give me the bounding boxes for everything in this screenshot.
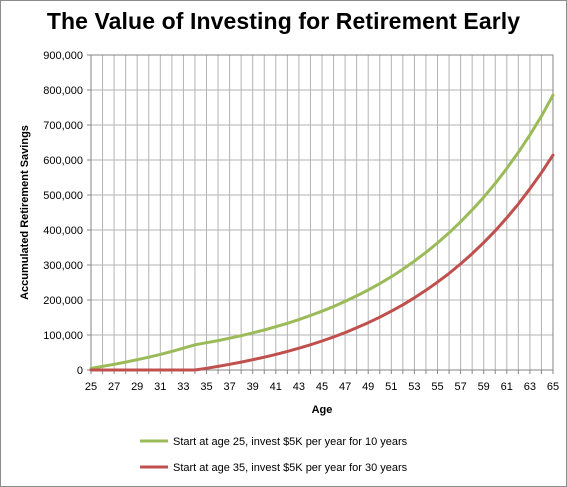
- y-tick-label: 900,000: [43, 50, 83, 62]
- x-tick-label: 29: [131, 381, 143, 393]
- x-tick-label: 37: [223, 381, 235, 393]
- series-line-2: [89, 153, 555, 372]
- legend-label-2: Start at age 35, invest $5K per year for…: [173, 462, 408, 474]
- y-tick-label: 800,000: [43, 85, 83, 97]
- x-tick-label: 51: [385, 381, 397, 393]
- x-tick-label: 27: [108, 381, 120, 393]
- x-axis-label: Age: [312, 404, 333, 416]
- y-tick-label: 700,000: [43, 120, 83, 132]
- y-tick-label: 600,000: [43, 155, 83, 167]
- x-tick-label: 25: [85, 381, 97, 393]
- x-tick-label: 59: [478, 381, 490, 393]
- series-line-1: [89, 93, 555, 370]
- x-tick-label: 57: [454, 381, 466, 393]
- x-tick-label: 45: [316, 381, 328, 393]
- y-tick-label: 400,000: [43, 225, 83, 237]
- y-axis-ticks: 0 100,000 200,000 300,000 400,000 500,000 600,…: [43, 50, 91, 377]
- chart-title: The Value of Investing for Retirement Ea…: [46, 8, 521, 34]
- series-lines: [89, 93, 555, 372]
- x-tick-label: 43: [293, 381, 305, 393]
- x-tick-label: 49: [362, 381, 374, 393]
- y-tick-label: 200,000: [43, 295, 83, 307]
- y-axis-label: Accumulated Retirement Savings: [19, 125, 31, 300]
- x-tick-label: 55: [431, 381, 443, 393]
- legend: Start at age 25, invest $5K per year for…: [140, 436, 408, 474]
- x-tick-label: 61: [501, 381, 513, 393]
- y-tick-label: 500,000: [43, 190, 83, 202]
- y-tick-label: 0: [77, 365, 83, 377]
- x-tick-label: 31: [154, 381, 166, 393]
- x-tick-label: 39: [247, 381, 259, 393]
- y-tick-label: 300,000: [43, 260, 83, 272]
- x-axis-ticks: 25 27 29 31 33 35 37 39 41 43 45 47 49 51 53 55 57 59 61 63…: [85, 370, 559, 393]
- x-tick-label: 53: [408, 381, 420, 393]
- x-tick-label: 65: [547, 381, 559, 393]
- x-tick-label: 35: [200, 381, 212, 393]
- x-tick-label: 33: [177, 381, 189, 393]
- x-tick-label: 41: [270, 381, 282, 393]
- x-tick-label: 63: [524, 381, 536, 393]
- y-tick-label: 100,000: [43, 330, 83, 342]
- grid-lines: [90, 54, 554, 371]
- x-tick-label: 47: [339, 381, 351, 393]
- legend-label-1: Start at age 25, invest $5K per year for…: [173, 436, 408, 448]
